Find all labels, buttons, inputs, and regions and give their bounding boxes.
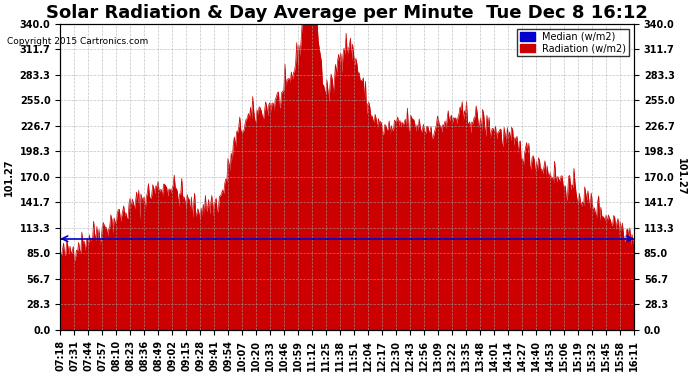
- Legend: Median (w/m2), Radiation (w/m2): Median (w/m2), Radiation (w/m2): [517, 28, 629, 56]
- Title: Solar Radiation & Day Average per Minute  Tue Dec 8 16:12: Solar Radiation & Day Average per Minute…: [46, 4, 648, 22]
- Y-axis label: 101.27: 101.27: [4, 158, 14, 196]
- Text: Copyright 2015 Cartronics.com: Copyright 2015 Cartronics.com: [7, 38, 148, 46]
- Y-axis label: 101.27: 101.27: [676, 158, 686, 196]
